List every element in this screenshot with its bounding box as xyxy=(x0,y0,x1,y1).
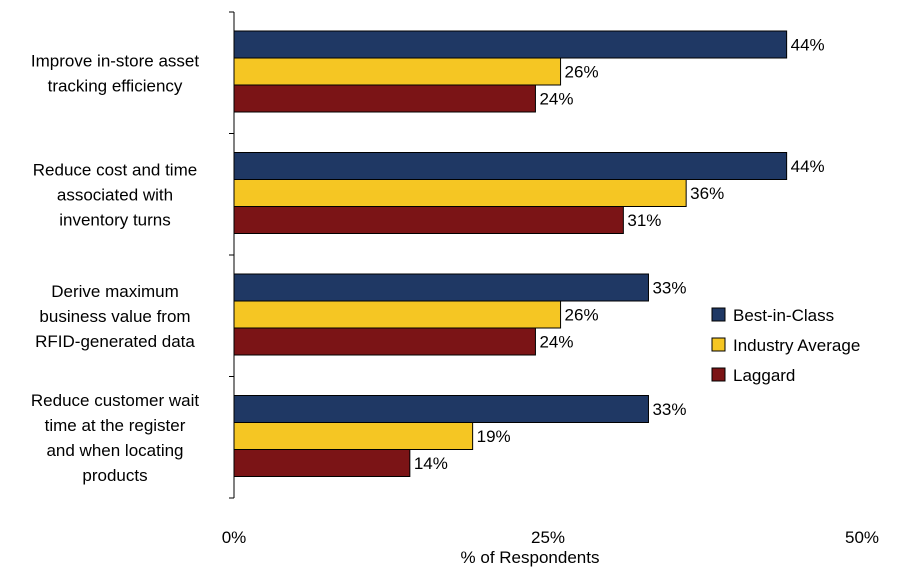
x-tick-label: 50% xyxy=(845,528,879,547)
value-label: 33% xyxy=(652,400,686,419)
category-label-line: Reduce customer wait xyxy=(31,391,199,410)
bar-industry-average xyxy=(233,300,562,329)
bar-best-in-class xyxy=(233,395,649,423)
legend-swatch xyxy=(711,307,726,322)
category-label-line: products xyxy=(82,466,147,485)
chart-axes xyxy=(229,11,235,499)
bar-best-in-class xyxy=(233,152,788,180)
bar-laggard xyxy=(233,327,536,356)
category-labels: Improve in-store asset tracking efficienc… xyxy=(31,51,199,485)
category-label-line: time at the register xyxy=(45,416,186,435)
category-label-line: business value from xyxy=(39,307,190,326)
legend: Best-in-Class Industry Average Laggard xyxy=(711,306,860,385)
bar-laggard xyxy=(233,84,536,113)
x-axis-title: % of Respondents xyxy=(461,548,600,567)
legend-label: Laggard xyxy=(733,366,795,385)
x-tick-label: 25% xyxy=(531,528,565,547)
legend-swatch xyxy=(711,337,726,352)
category-label-line: and when locating xyxy=(46,441,183,460)
legend-label: Best-in-Class xyxy=(733,306,834,325)
legend-swatch xyxy=(711,367,726,382)
category-label-line: Reduce cost and time xyxy=(33,160,197,179)
value-label: 14% xyxy=(414,454,448,473)
category-label: Derive maximum business value from RFID-ge… xyxy=(35,282,195,351)
bar-best-in-class xyxy=(233,273,649,302)
x-tick-labels: 0% 25% 50% xyxy=(222,528,879,547)
category-label: Reduce customer wait time at the register… xyxy=(31,391,199,485)
value-label: 26% xyxy=(565,306,599,325)
bar-industry-average xyxy=(233,422,474,450)
value-label: 24% xyxy=(539,333,573,352)
category-label-line: Derive maximum xyxy=(51,282,179,301)
value-label: 26% xyxy=(565,63,599,82)
category-label-line: inventory turns xyxy=(59,210,171,229)
value-label: 36% xyxy=(690,184,724,203)
value-label: 31% xyxy=(627,211,661,230)
chart-bars xyxy=(233,30,788,477)
bar-laggard xyxy=(233,206,624,234)
legend-label: Industry Average xyxy=(733,336,860,355)
category-label: Improve in-store asset tracking efficienc… xyxy=(31,51,199,95)
bar-industry-average xyxy=(233,179,687,207)
value-label: 33% xyxy=(652,279,686,298)
value-labels: 44% 44% 33% 33% 26% 36% 26% 19% 24% 31% 24% 14% xyxy=(414,36,825,474)
bar-best-in-class xyxy=(233,30,788,59)
value-label: 24% xyxy=(539,90,573,109)
value-label: 19% xyxy=(477,427,511,446)
category-label-line: associated with xyxy=(57,185,173,204)
category-label-line: Improve in-store asset xyxy=(31,51,199,70)
x-tick-label: 0% xyxy=(222,528,247,547)
value-label: 44% xyxy=(791,157,825,176)
bar-industry-average xyxy=(233,57,562,86)
value-label: 44% xyxy=(791,36,825,55)
category-label-line: RFID-generated data xyxy=(35,332,195,351)
category-label: Reduce cost and time associated with inven… xyxy=(33,160,197,229)
bar-laggard xyxy=(233,449,411,477)
category-label-line: tracking efficiency xyxy=(48,76,183,95)
